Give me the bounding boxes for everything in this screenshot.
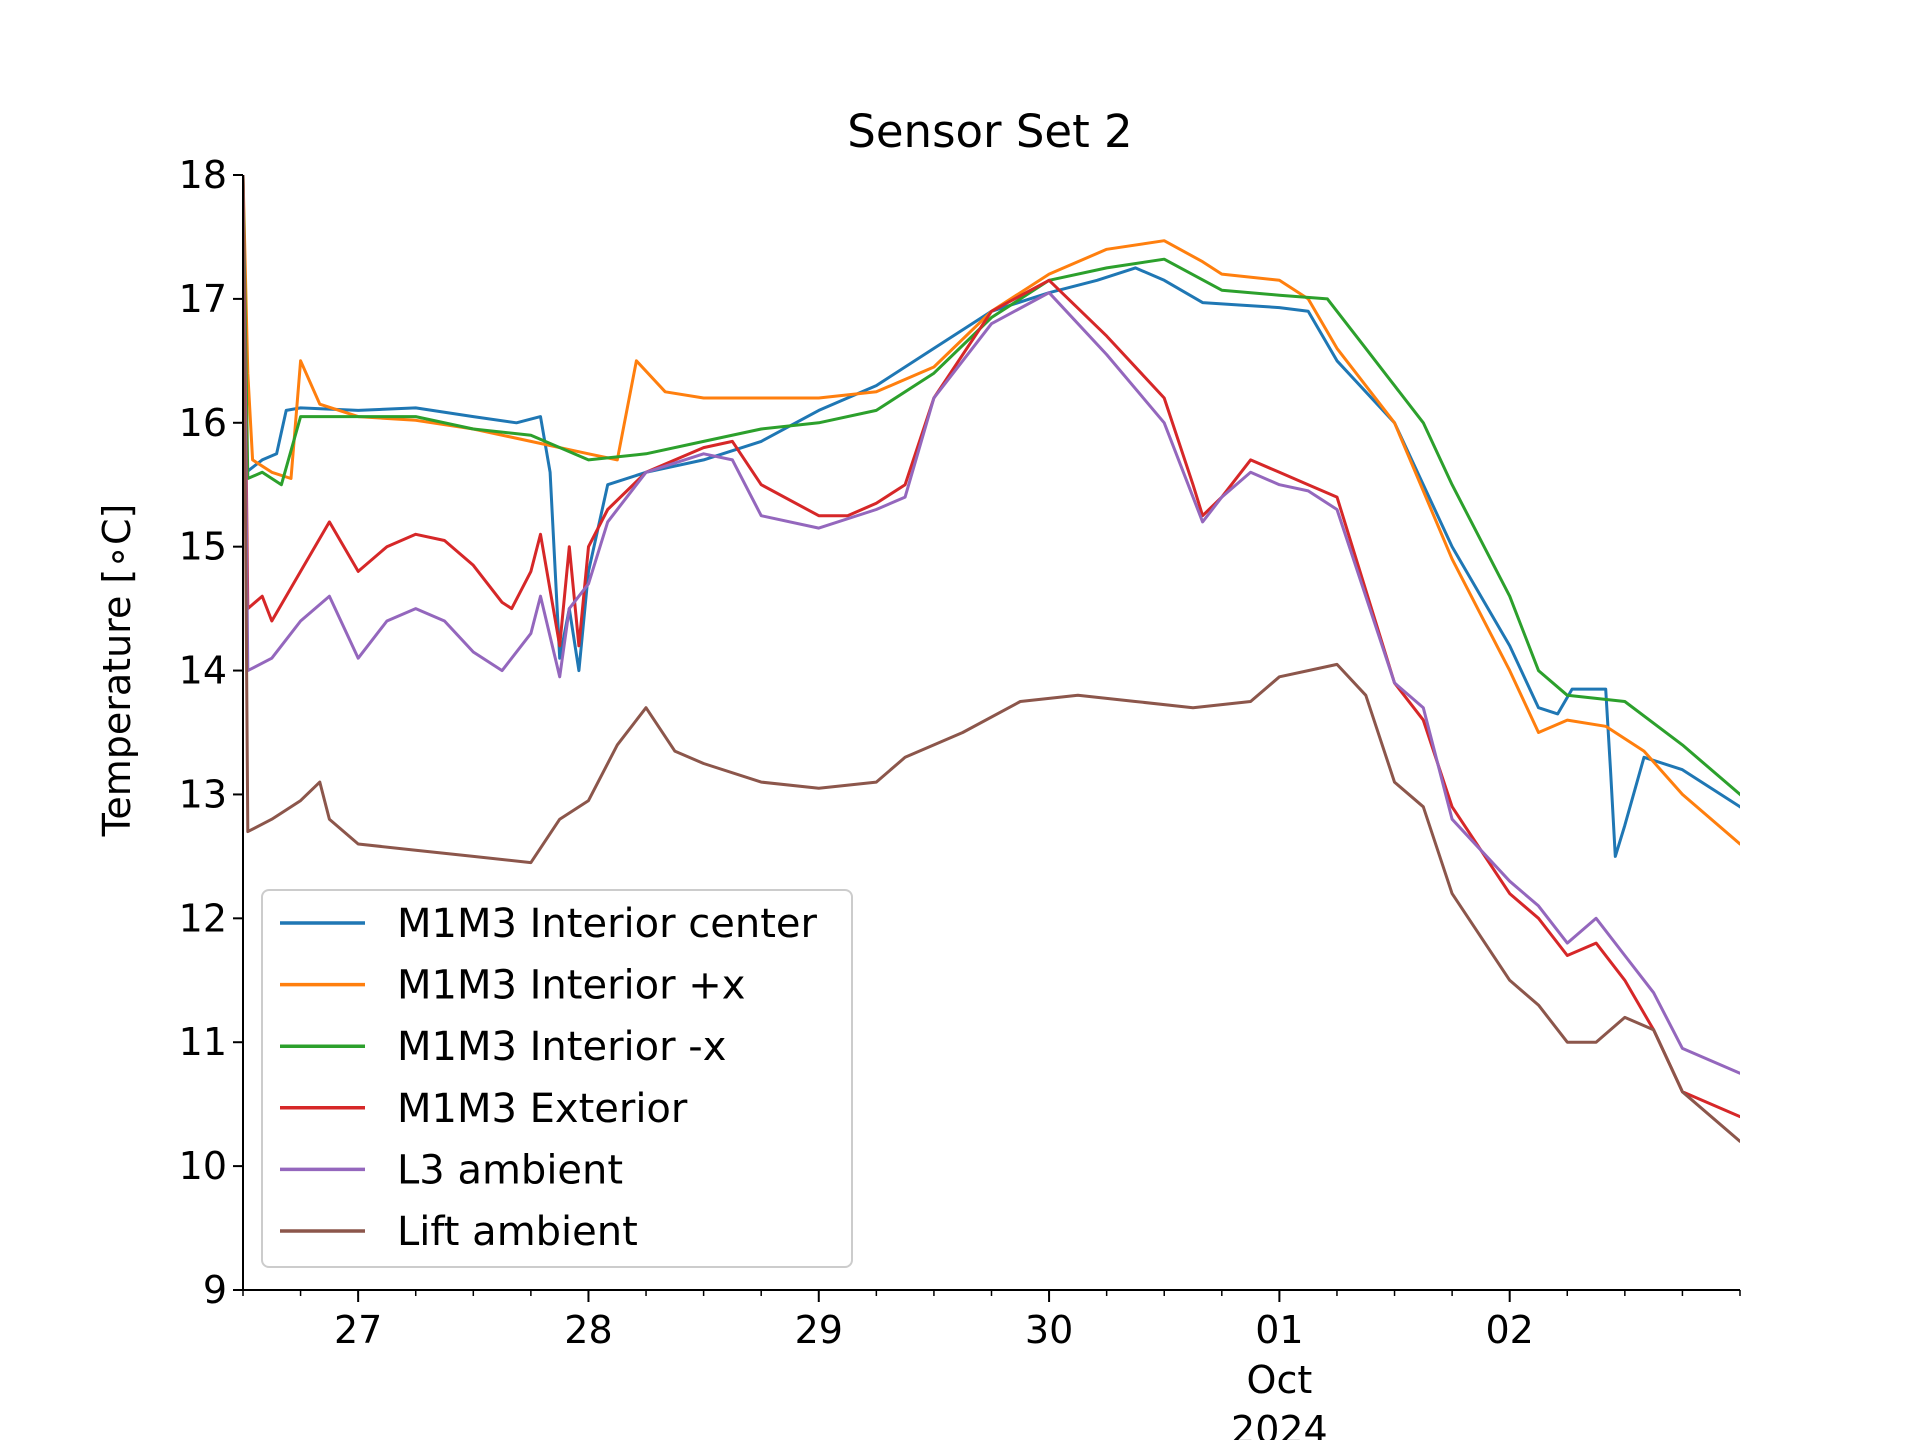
axes: 9 10 11 12 13 14 15 16 17 18 27 28 29 30 01 Oct 2024 02	[179, 153, 1741, 1440]
y-tick-label: 14	[179, 649, 227, 693]
x-tick-label: 28	[564, 1308, 612, 1352]
x-tick-label: 29	[795, 1308, 843, 1352]
series-line-0	[243, 174, 1740, 858]
legend-box	[261, 889, 853, 1268]
y-tick-label: 13	[179, 772, 227, 816]
series-line-5	[243, 174, 1740, 1143]
series-line-1	[243, 174, 1740, 846]
legend-label: M1M3 Interior +x	[397, 963, 745, 1009]
x-tick-label: 01	[1255, 1308, 1303, 1352]
legend-label: Lift ambient	[397, 1209, 638, 1255]
x-tick-label: Oct	[1247, 1358, 1313, 1402]
y-tick-label: 16	[179, 401, 227, 445]
y-tick-label: 11	[179, 1020, 227, 1064]
series-line-3	[243, 174, 1740, 1119]
y-axis-label: Temperature [∘C]	[95, 504, 139, 838]
series-line-4	[243, 174, 1740, 1075]
y-tick-label: 17	[179, 277, 227, 321]
legend-label: L3 ambient	[397, 1147, 623, 1193]
x-tick-label: 30	[1025, 1308, 1073, 1352]
y-tick-label: 18	[179, 153, 227, 197]
chart-title: Sensor Set 2	[847, 105, 1132, 158]
y-tick-label: 12	[179, 896, 227, 940]
y-tick-label: 9	[203, 1268, 227, 1312]
x-tick-label: 02	[1486, 1308, 1534, 1352]
series-line-2	[243, 174, 1740, 797]
x-tick-label: 2024	[1231, 1408, 1328, 1440]
legend-label: M1M3 Interior -x	[397, 1024, 726, 1070]
y-tick-label: 15	[179, 525, 227, 569]
x-tick-label: 27	[334, 1308, 382, 1352]
legend: M1M3 Interior center M1M3 Interior +x M1M3…	[261, 889, 853, 1268]
plot-area	[243, 174, 1740, 1143]
y-tick-label: 10	[179, 1144, 227, 1188]
legend-label: M1M3 Exterior	[397, 1086, 688, 1132]
legend-label: M1M3 Interior center	[397, 901, 818, 947]
